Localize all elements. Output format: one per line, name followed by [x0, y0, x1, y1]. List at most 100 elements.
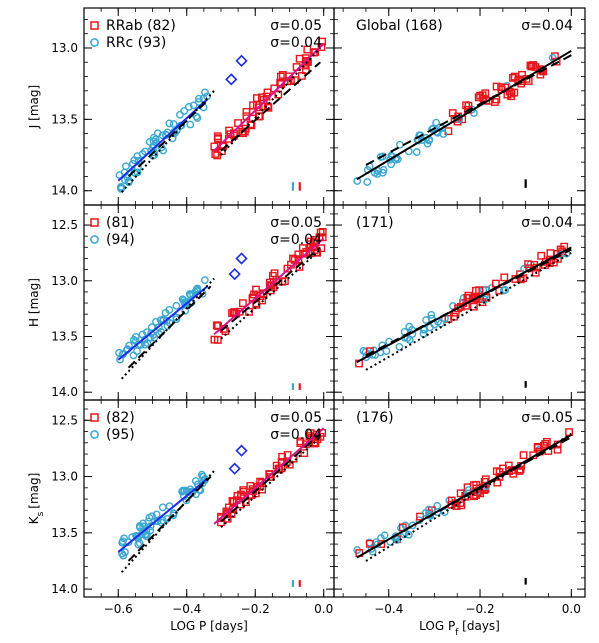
rrab-point [469, 492, 478, 501]
rrab-point [274, 464, 283, 473]
legend-rrab-marker [90, 413, 99, 422]
rrc-point [124, 177, 133, 186]
fit-line-dash [365, 436, 572, 553]
outlier-point [235, 54, 248, 67]
rrc-point [165, 119, 174, 128]
legend-label: (171) [356, 215, 394, 231]
rrc-point [121, 548, 129, 557]
rrab-point [301, 66, 310, 75]
rrc-point [115, 348, 123, 357]
rrc-point [186, 120, 195, 129]
rrc-point [134, 156, 143, 165]
rrab-point [519, 451, 528, 460]
rrc-point [432, 127, 441, 136]
rrab-point [303, 45, 312, 54]
rrab-point [464, 291, 473, 300]
rrc-point [191, 477, 200, 485]
rrc-point [184, 103, 193, 111]
rrab-point [470, 302, 478, 311]
rrab-point [277, 80, 286, 88]
rrc-point [133, 168, 142, 177]
rrc-point [353, 177, 362, 185]
rrc-point [159, 516, 167, 525]
panel-ks-left: 12.5 13.0 13.5 14.0 −0.6 −0.4 −0.2 0.0 Ks[mag] LO… [27, 399, 335, 633]
legend-label: (95) [106, 427, 135, 443]
legend-rrc-marker [90, 38, 99, 47]
rrab-point [274, 90, 283, 99]
rrc-point [395, 342, 404, 351]
rrab-point [529, 61, 538, 69]
x-tick-label: −0.4 [172, 602, 201, 616]
y-tick-label: 13.0 [51, 41, 78, 55]
rrab-point [249, 101, 257, 110]
rrc-point [158, 503, 167, 512]
fit-line-dot [365, 432, 572, 562]
fit-line-solid [356, 49, 572, 181]
panel-ks-right: −0.4 −0.2 0.0 LOG Pf [days] (176) σ=0.05 [333, 399, 586, 638]
outlier-point [228, 267, 241, 281]
fit-line-solid [213, 42, 325, 152]
x-tick-label: −0.2 [241, 602, 270, 616]
fit-line-solid [356, 246, 572, 363]
rrc-point [118, 538, 127, 547]
rrab-point [462, 101, 470, 110]
rrab-point [302, 56, 311, 65]
rrab-point [278, 452, 287, 461]
rrab-point [500, 273, 509, 282]
rrab-point [492, 82, 501, 91]
rrab-point [365, 539, 374, 548]
rrc-point [427, 310, 436, 319]
fit-line-dot [220, 47, 322, 156]
legend-sigma: σ=0.05 [270, 18, 322, 34]
y-tick-label: 12.5 [51, 218, 78, 232]
fit-line-dot [120, 90, 215, 193]
legend-sigma: σ=0.05 [521, 410, 573, 426]
legend-sigma: σ=0.05 [270, 215, 322, 231]
rrab-point [316, 228, 325, 237]
legend-sigma: σ=0.04 [521, 18, 573, 34]
legend-sigma: σ=0.04 [270, 427, 322, 443]
rrab-point [254, 103, 263, 112]
x-tick-label: −0.4 [374, 602, 403, 616]
rrab-point [463, 293, 472, 302]
rrc-point [408, 521, 417, 530]
rrc-point [153, 129, 162, 138]
rrab-point [546, 249, 555, 258]
panel-j-right: Global (168) σ=0.04 [333, 7, 586, 206]
rrc-point [201, 88, 209, 97]
rrc-point [424, 505, 433, 514]
rrab-point [531, 268, 540, 277]
rrab-point [454, 304, 462, 313]
rrc-point [189, 101, 198, 110]
fit-line-solid [117, 285, 208, 361]
x-tick-label: −0.6 [104, 602, 133, 616]
x-axis-label: LOG P [days] [170, 619, 248, 633]
fit-line-dash [365, 248, 572, 357]
panel-frame [333, 399, 586, 598]
fit-line-dot [220, 436, 321, 528]
rrc-point [382, 347, 391, 355]
outlier-point [235, 444, 248, 457]
rrc-point [200, 276, 209, 285]
y-tick-label: 13.5 [51, 329, 78, 343]
rrab-point [300, 449, 309, 457]
legend-sigma: σ=0.04 [521, 215, 573, 231]
rrab-point [213, 336, 222, 344]
rrab-point [504, 461, 513, 470]
rrab-point [287, 77, 295, 85]
x-tick-label: 0.0 [314, 602, 333, 616]
y-axis-label: Ks[mag] [27, 473, 46, 525]
rrc-point [169, 120, 178, 128]
fit-line-dash [220, 246, 321, 332]
fit-line-dash [127, 100, 208, 178]
y-tick-label: 13.5 [51, 112, 78, 126]
legend-label: (81) [106, 215, 135, 231]
fit-line-solid [117, 98, 208, 182]
rrab-point [478, 91, 487, 100]
rrab-point [263, 88, 272, 97]
fit-line-dash [365, 54, 572, 166]
rrab-point [212, 321, 221, 330]
rrc-point [192, 112, 201, 121]
rrc-point [136, 523, 144, 532]
rrab-point [238, 299, 247, 308]
